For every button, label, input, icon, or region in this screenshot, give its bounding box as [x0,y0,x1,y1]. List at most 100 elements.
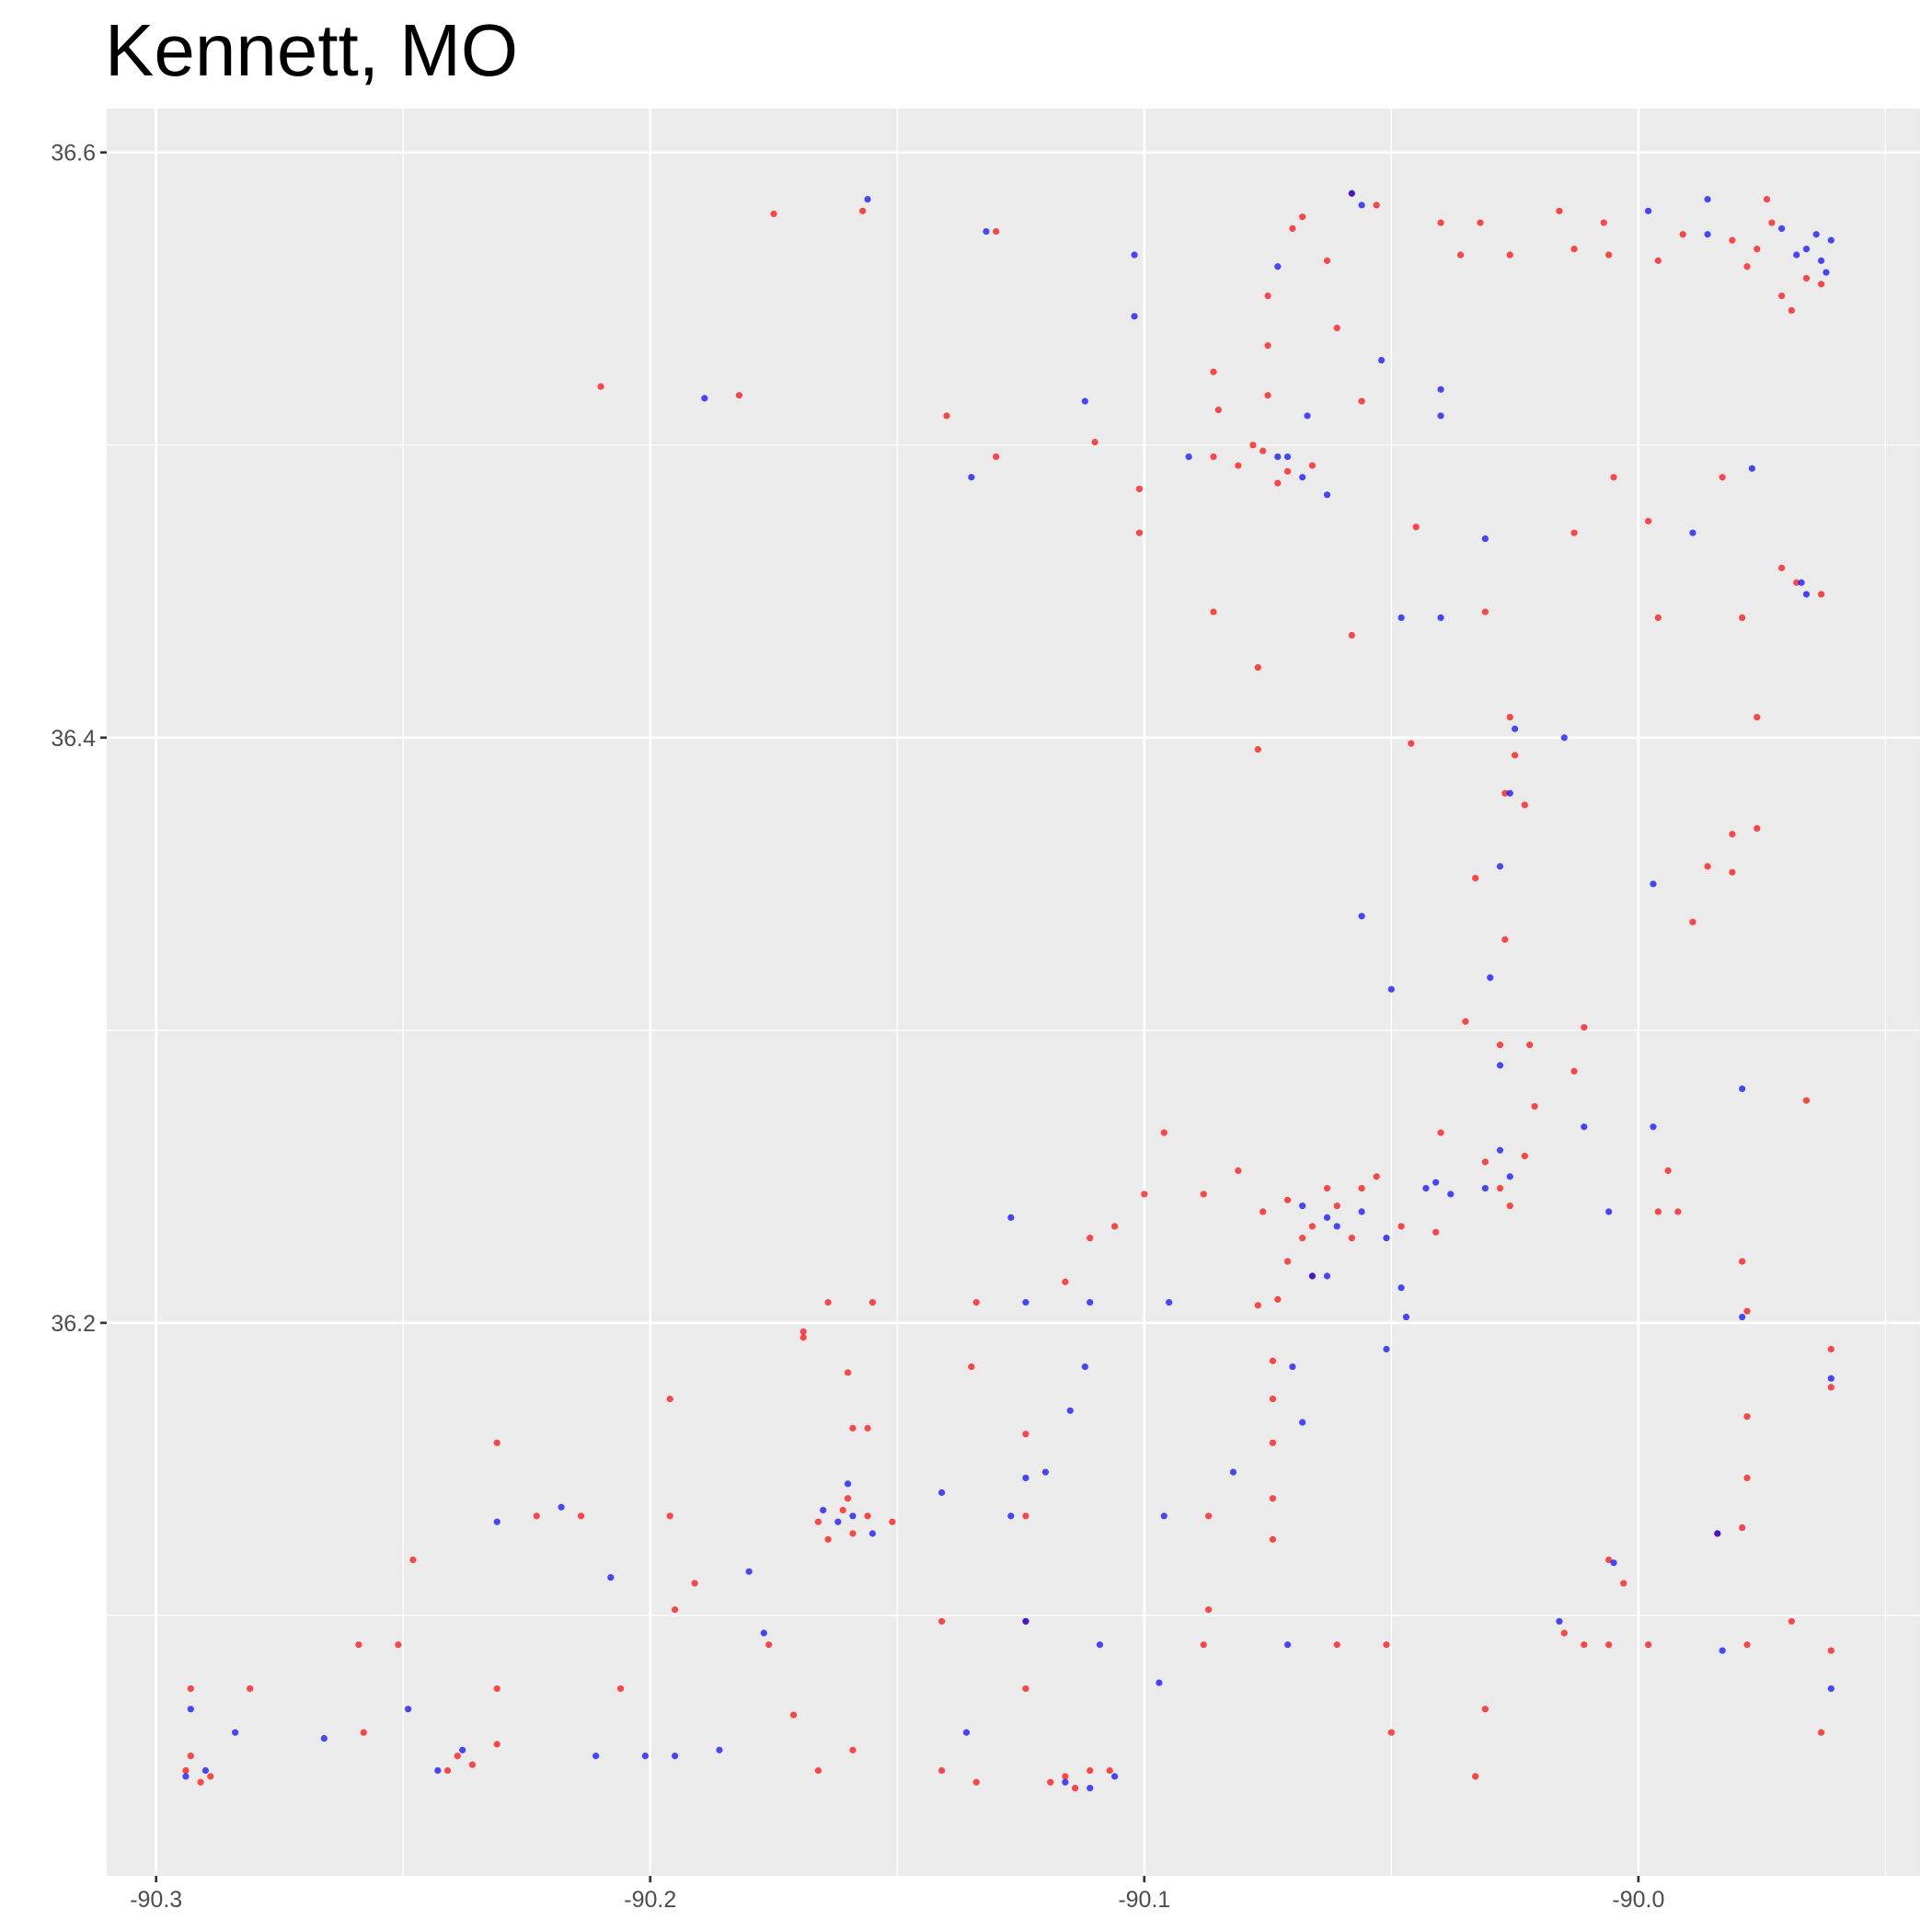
data-point [1387,1729,1395,1736]
data-point [1788,1617,1795,1625]
data-point [1704,863,1711,870]
data-point [1521,801,1528,809]
data-point [1087,1784,1094,1792]
data-point [1269,1357,1277,1364]
data-point [1817,257,1825,264]
data-point [1506,1202,1513,1210]
data-point [1210,608,1217,615]
data-point [1274,1295,1282,1304]
data-point [1047,1778,1054,1786]
data-point [1062,1773,1069,1780]
data-point [1299,213,1306,221]
data-point [824,1299,832,1306]
data-point [1645,517,1652,525]
data-point [1358,201,1365,209]
data-point [1072,1784,1079,1792]
data-point [1719,1647,1726,1654]
data-point [1323,1272,1331,1280]
data-point [1007,1213,1015,1221]
data-point [1333,324,1340,332]
data-point [972,1299,980,1306]
data-point [1135,485,1144,493]
data-point [1308,1223,1317,1230]
data-point [1022,1685,1029,1693]
data-point [493,1685,500,1693]
data-point [1437,385,1444,393]
data-point [666,1512,673,1520]
data-point [405,1706,412,1713]
data-point [1062,1278,1069,1285]
data-point [868,1299,877,1306]
data-point [1729,831,1736,838]
x-tick-label: -90.2 [624,1887,676,1913]
data-point [1323,1213,1331,1221]
data-point [1289,224,1296,232]
data-point [1664,1167,1672,1175]
data-point [1200,1190,1207,1198]
data-point [799,1328,807,1336]
data-point [1269,1535,1277,1543]
data-point [1481,1706,1489,1713]
data-point [1283,1258,1292,1265]
data-point [1827,236,1834,244]
data-point [1496,1041,1504,1049]
data-point [182,1773,190,1780]
data-point [641,1753,649,1760]
data-point [1581,1641,1588,1649]
data-point [1739,614,1746,622]
data-point [701,395,708,402]
data-point [1650,880,1657,888]
data-point [1200,1641,1207,1649]
data-point [1754,713,1761,721]
data-point [1823,269,1830,276]
data-point [1496,1062,1504,1069]
data-point [1323,491,1331,499]
data-point [1333,1641,1340,1649]
data-point [1131,313,1138,320]
data-point [864,1424,871,1432]
data-point [1185,453,1192,461]
data-point [1650,1123,1657,1131]
data-point [765,1641,773,1649]
data-point [1432,1179,1440,1186]
data-point [1333,1223,1340,1230]
data-point [1743,1413,1751,1420]
data-point [1289,1363,1296,1371]
data-point [247,1685,254,1693]
data-point [1689,529,1696,536]
data-point [1531,1102,1538,1110]
data-point [533,1512,540,1520]
data-point [864,1512,871,1520]
data-point [1729,236,1736,244]
data-point [1481,535,1489,543]
data-point [1333,1202,1340,1210]
data-point [993,227,1000,236]
data-point [1605,1641,1613,1649]
points [182,190,1834,1792]
data-point [1269,1439,1277,1446]
chart-title: Kennett, MO [105,9,518,91]
data-point [1793,579,1800,586]
data-point [1135,529,1144,536]
data-point [592,1753,600,1760]
data-point [1210,453,1217,461]
data-point [1477,219,1484,226]
data-point [1512,725,1519,732]
data-point [1283,1641,1292,1649]
data-point [187,1685,194,1693]
data-point [597,383,604,390]
data-point [1560,734,1568,742]
data-point [1249,442,1257,449]
data-point [1397,1223,1405,1230]
data-point [1283,1196,1292,1203]
data-point [1022,1512,1029,1520]
data-point [1501,936,1509,943]
data-point [443,1766,452,1775]
data-point [1383,1345,1390,1353]
data-point [1798,579,1805,586]
data-point [716,1746,723,1754]
data-point [938,1766,946,1775]
data-point [672,1753,679,1760]
data-point [1387,985,1395,993]
data-point [1556,1617,1563,1625]
